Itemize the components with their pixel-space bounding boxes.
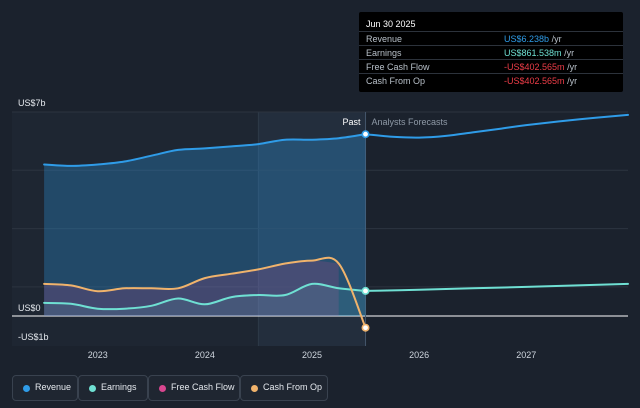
tooltip-row-cash-from-op: Cash From Op -US$402.565m /yr <box>359 73 623 88</box>
x-tick-label: 2027 <box>516 350 536 360</box>
line-forecast-earnings <box>364 282 629 292</box>
legend-item-revenue[interactable]: Revenue <box>12 375 78 401</box>
tooltip-panel: Jun 30 2025 Revenue US$6.238b /yr Earnin… <box>359 12 623 92</box>
tooltip-row-earnings: Earnings US$861.538m /yr <box>359 45 623 60</box>
legend-dot-cash-from-op <box>251 385 258 392</box>
tooltip-value-earnings: US$861.538m <box>504 48 562 58</box>
tooltip-value-cash-from-op: -US$402.565m <box>504 76 565 86</box>
tooltip-unit-cash-from-op: /yr <box>567 76 578 86</box>
tooltip-value-revenue: US$6.238b <box>504 34 550 44</box>
tooltip-row-revenue: Revenue US$6.238b /yr <box>359 31 623 46</box>
line-earnings <box>43 282 367 311</box>
tooltip-label-earnings: Earnings <box>366 48 402 58</box>
chart-svg: US$7b US$0 -US$1b 2023 2024 2025 2026 2027 Past A… <box>12 98 629 360</box>
x-tick-label: 2024 <box>195 350 215 360</box>
legend-label-revenue: Revenue <box>35 382 72 392</box>
tooltip-label-cash-from-op: Cash From Op <box>366 76 426 86</box>
past-label: Past <box>343 117 362 127</box>
x-tick-label: 2023 <box>88 350 108 360</box>
legend-dot-revenue <box>23 385 30 392</box>
tooltip-value-free-cash-flow: -US$402.565m <box>504 62 565 72</box>
x-tick-label: 2026 <box>409 350 429 360</box>
legend-dot-free-cash-flow <box>159 385 166 392</box>
area-earnings <box>44 283 366 316</box>
tooltip-label-revenue: Revenue <box>366 34 403 44</box>
legend-label-earnings: Earnings <box>101 382 137 392</box>
tooltip-label-free-cash-flow: Free Cash Flow <box>366 62 430 72</box>
line-revenue <box>43 133 367 167</box>
tooltip-row-free-cash-flow: Free Cash Flow -US$402.565m /yr <box>359 59 623 74</box>
marker-cash-from-op <box>361 323 370 332</box>
tooltip-unit-free-cash-flow: /yr <box>567 62 578 72</box>
legend-label-cash-from-op: Cash From Op <box>263 382 323 392</box>
area-revenue <box>44 134 366 316</box>
legend-dot-earnings <box>89 385 96 392</box>
area-free-cash-flow <box>44 260 339 316</box>
marker-earnings <box>361 286 370 295</box>
tooltip-date: Jun 30 2025 <box>366 19 416 29</box>
line-forecast-revenue <box>364 113 629 139</box>
tooltip-unit-earnings: /yr <box>564 48 575 58</box>
legend-item-cash-from-op[interactable]: Cash From Op <box>240 375 328 401</box>
tooltip-unit-revenue: /yr <box>551 34 562 44</box>
y-tick-label: US$7b <box>18 98 46 108</box>
x-tick-label: 2025 <box>302 350 322 360</box>
forecast-label: Analysts Forecasts <box>372 117 449 127</box>
y-tick-label: -US$1b <box>18 332 49 342</box>
y-tick-label: US$0 <box>18 303 41 313</box>
legend-item-earnings[interactable]: Earnings <box>78 375 148 401</box>
line-cash-from-op <box>43 256 367 329</box>
legend-item-free-cash-flow[interactable]: Free Cash Flow <box>148 375 240 401</box>
marker-revenue <box>361 130 370 139</box>
legend-label-free-cash-flow: Free Cash Flow <box>171 382 235 392</box>
